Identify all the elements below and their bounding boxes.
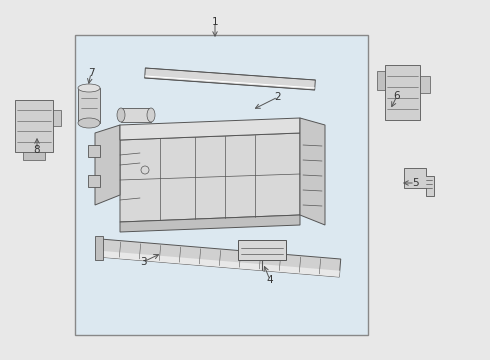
- Polygon shape: [99, 251, 340, 277]
- Text: 7: 7: [88, 68, 94, 78]
- Bar: [78, 88, 100, 123]
- Text: 1: 1: [212, 17, 219, 27]
- Polygon shape: [99, 239, 341, 277]
- Bar: [121, 108, 151, 122]
- Bar: [238, 240, 286, 260]
- Polygon shape: [120, 118, 300, 140]
- Text: 6: 6: [393, 91, 400, 101]
- Ellipse shape: [117, 108, 125, 122]
- Bar: [420, 76, 430, 93]
- Bar: [385, 65, 420, 120]
- Polygon shape: [300, 118, 325, 225]
- Bar: [88, 145, 100, 157]
- Bar: [23, 152, 46, 160]
- Polygon shape: [95, 125, 120, 205]
- Ellipse shape: [147, 108, 155, 122]
- Bar: [75, 35, 368, 335]
- Bar: [15, 100, 53, 152]
- Polygon shape: [145, 68, 316, 90]
- Polygon shape: [145, 76, 315, 89]
- Ellipse shape: [78, 118, 100, 128]
- Text: 2: 2: [275, 92, 281, 102]
- Bar: [95, 236, 103, 260]
- Text: 3: 3: [140, 257, 147, 267]
- Bar: [377, 71, 385, 90]
- Bar: [88, 175, 100, 187]
- Ellipse shape: [78, 84, 100, 92]
- Text: 4: 4: [267, 275, 273, 285]
- Polygon shape: [120, 133, 300, 222]
- Text: 8: 8: [34, 145, 40, 155]
- Text: 5: 5: [412, 178, 418, 188]
- Polygon shape: [120, 215, 300, 232]
- Bar: [53, 111, 61, 126]
- Polygon shape: [404, 168, 434, 196]
